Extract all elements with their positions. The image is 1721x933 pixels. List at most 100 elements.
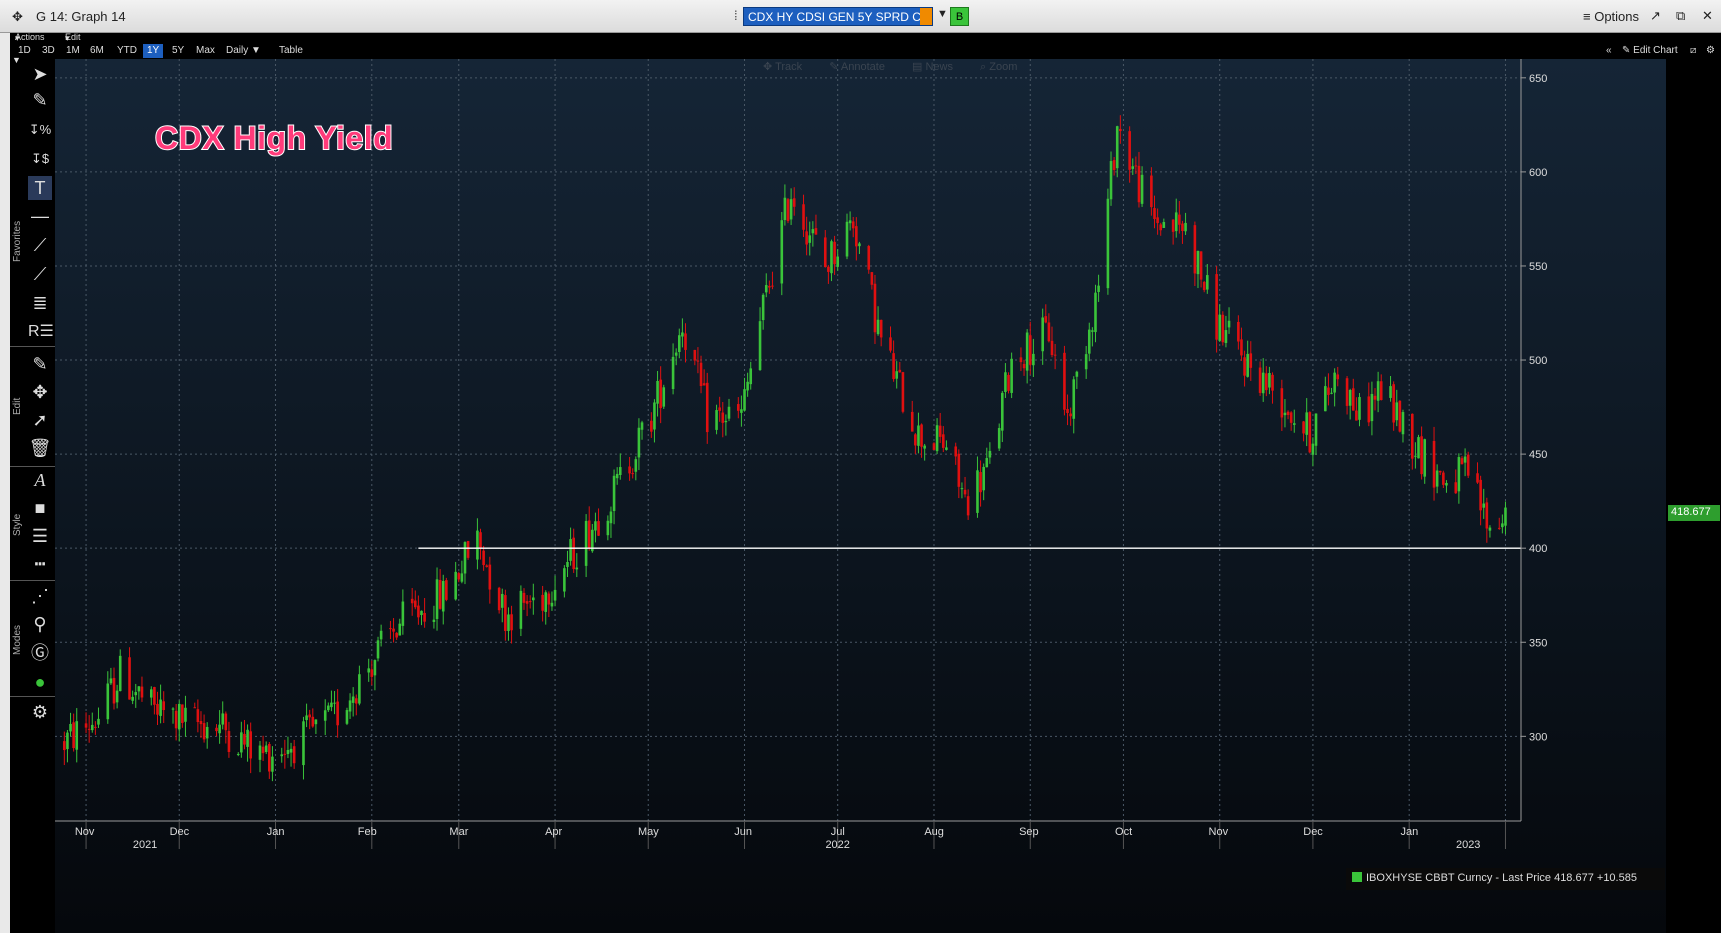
- channel-icon[interactable]: ≣: [32, 293, 48, 313]
- x-tick-label: Aug: [924, 826, 944, 838]
- security-field[interactable]: CDX HY CDSI GEN 5Y SPRD Corp: [743, 7, 933, 26]
- candle-body: [1414, 455, 1417, 457]
- edit-menu[interactable]: Edit ▾: [65, 32, 81, 43]
- candle-body: [1221, 314, 1225, 343]
- candle-body: [370, 669, 374, 677]
- trash-icon[interactable]: 🗑: [28, 438, 52, 458]
- trendline-icon[interactable]: ⟋: [33, 235, 47, 255]
- candle-body: [1268, 372, 1271, 388]
- y-tick-label: 400: [1529, 543, 1547, 555]
- line-style-icon[interactable]: ┅: [34, 554, 46, 574]
- chart-title[interactable]: CDX High Yield: [154, 119, 394, 157]
- sidebar-collapse-icon[interactable]: ▼: [12, 55, 21, 65]
- dashed-line-icon[interactable]: ⋰: [31, 586, 49, 606]
- move-icon[interactable]: ✥: [12, 9, 23, 24]
- candle-body: [845, 221, 849, 257]
- candle-body: [743, 389, 746, 411]
- text-tool-icon[interactable]: T: [28, 176, 52, 200]
- table-button[interactable]: Table: [279, 45, 303, 56]
- annotate-button[interactable]: ✎ Annotate: [829, 61, 885, 73]
- edit-pencil-icon[interactable]: ✎: [32, 354, 48, 374]
- edit-icon[interactable]: ⧄: [1690, 45, 1697, 56]
- font-style-icon[interactable]: A: [34, 470, 46, 490]
- select-tool-icon[interactable]: ➚: [32, 410, 48, 430]
- candle-body: [553, 589, 557, 601]
- candle-body: [423, 612, 426, 622]
- candle-body: [1504, 507, 1507, 526]
- candle-body: [746, 381, 749, 391]
- chart-settings-icon[interactable]: ⚙: [31, 702, 49, 722]
- options-button[interactable]: ≡ Options: [1583, 9, 1639, 24]
- snap-icon[interactable]: ⚲: [33, 614, 47, 634]
- candle-body: [376, 640, 380, 659]
- restore-icon[interactable]: ⧉: [1676, 8, 1686, 23]
- pointer-tool-icon[interactable]: ➤: [32, 64, 48, 84]
- range-max[interactable]: Max: [196, 45, 215, 56]
- candle-body: [1379, 381, 1383, 401]
- candle-body: [1128, 131, 1131, 170]
- candle-body: [181, 704, 184, 723]
- candle-body: [898, 369, 902, 373]
- candle-body: [858, 243, 861, 247]
- candle-body: [351, 696, 355, 703]
- zoom-button[interactable]: ⌕ Zoom: [980, 61, 1018, 73]
- candle-body: [302, 721, 305, 766]
- candle-body: [1389, 386, 1392, 398]
- candle-body: [389, 628, 392, 630]
- candle-body: [1063, 352, 1066, 410]
- candle-body: [606, 520, 610, 536]
- actions-menu[interactable]: Actions ▾: [15, 32, 45, 43]
- range-6m[interactable]: 6M: [90, 45, 104, 56]
- range-5y[interactable]: 5Y: [172, 45, 185, 56]
- edit-chart-button[interactable]: ✎ Edit Chart: [1622, 45, 1678, 56]
- retracement-icon[interactable]: R☰: [28, 323, 54, 340]
- range-1y[interactable]: 1Y: [143, 44, 164, 58]
- b-button[interactable]: B: [950, 7, 969, 26]
- candle-body: [162, 701, 166, 711]
- candle-body: [264, 745, 268, 753]
- candle-body: [671, 356, 675, 390]
- range-1m[interactable]: 1M: [66, 45, 80, 56]
- candle-body: [149, 689, 153, 698]
- candle-body: [1007, 374, 1010, 391]
- candle-body: [572, 537, 575, 570]
- candle-body: [1482, 503, 1486, 508]
- candle-body: [184, 707, 187, 722]
- move-tool-icon[interactable]: ✥: [32, 382, 48, 402]
- candle-body: [367, 668, 370, 673]
- candle-body: [1243, 357, 1246, 376]
- sidebar-divider: [10, 346, 55, 347]
- candle-body: [1140, 174, 1144, 204]
- range-3d[interactable]: 3D: [42, 45, 55, 56]
- horizontal-line-icon[interactable]: —: [31, 206, 49, 226]
- fill-color-icon[interactable]: ■: [34, 498, 46, 518]
- pencil-tool-icon[interactable]: ✎: [32, 90, 48, 110]
- security-dropdown-icon[interactable]: ▼: [937, 8, 948, 20]
- popout-icon[interactable]: ↗: [1650, 8, 1661, 23]
- legend-text: IBOXHYSE CBBT Curncy - Last Price 418.67…: [1366, 872, 1637, 884]
- colors-icon[interactable]: ●: [34, 672, 46, 692]
- track-button[interactable]: ✥ Track: [763, 61, 803, 73]
- ray-line-icon[interactable]: ⟋: [33, 264, 47, 284]
- candle-body: [1156, 217, 1159, 224]
- candle-body: [1137, 165, 1141, 203]
- frequency-select[interactable]: Daily ▼: [226, 45, 261, 56]
- candle-body: [1066, 409, 1069, 414]
- settings-icon[interactable]: ⚙: [1706, 45, 1715, 56]
- chart-area[interactable]: 300 350 400 450 500 550 600 650 Nov Dec Jan Feb Mar A…: [55, 59, 1666, 933]
- magnet-icon[interactable]: Ⓖ: [31, 643, 49, 663]
- line-weight-icon[interactable]: ☰: [31, 526, 49, 546]
- range-ytd[interactable]: YTD: [117, 45, 137, 56]
- percent-measure-icon[interactable]: ↧%: [28, 122, 52, 137]
- candle-body: [1041, 317, 1044, 352]
- frequency-label: Daily: [226, 45, 249, 56]
- range-1d[interactable]: 1D: [18, 45, 31, 56]
- close-icon[interactable]: ✕: [1702, 8, 1713, 23]
- candle-body: [848, 220, 852, 224]
- candle-body: [90, 724, 94, 731]
- candle-body: [1181, 223, 1184, 232]
- news-button[interactable]: ▤ News: [912, 61, 953, 73]
- candle-body: [1435, 470, 1439, 487]
- dollar-measure-icon[interactable]: ↧$: [30, 151, 50, 166]
- collapse-icon[interactable]: «: [1606, 45, 1612, 56]
